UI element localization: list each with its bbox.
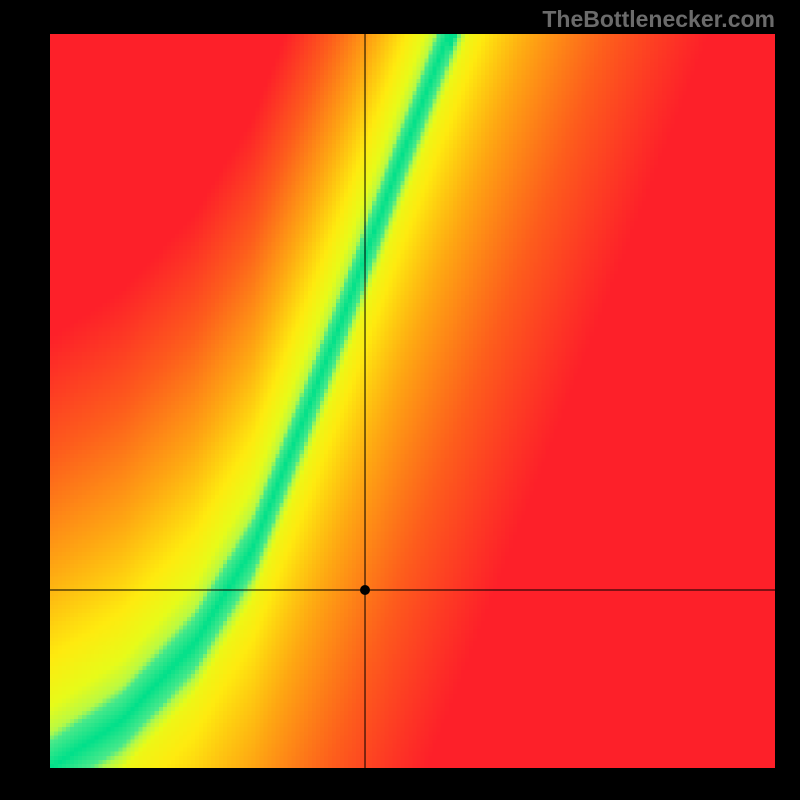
chart-container: TheBottlenecker.com — [0, 0, 800, 800]
source-watermark: TheBottlenecker.com — [542, 6, 775, 33]
bottleneck-heatmap — [50, 34, 775, 768]
